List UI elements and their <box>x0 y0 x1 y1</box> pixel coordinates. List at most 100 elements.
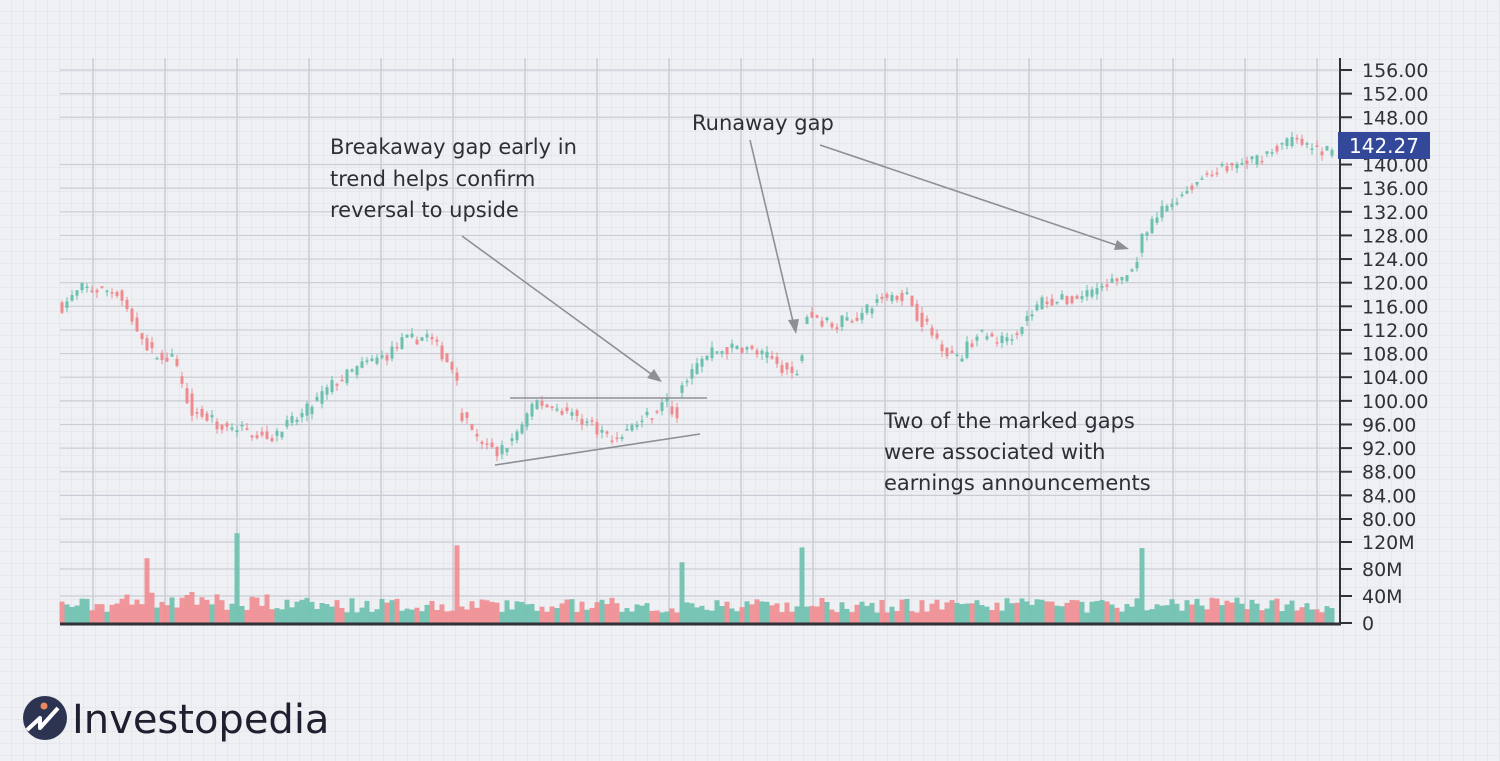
candle-up <box>1160 206 1164 218</box>
volume-bar <box>924 611 930 623</box>
candle-down <box>130 308 134 322</box>
volume-bar <box>934 599 940 623</box>
volume-bar <box>234 533 240 623</box>
candle-up <box>710 347 714 359</box>
volume-bar <box>799 547 805 623</box>
candle-down <box>565 407 569 412</box>
candle-up <box>745 347 749 350</box>
volume-bar <box>64 604 70 623</box>
volume-bar <box>809 605 815 623</box>
volume-bar <box>554 608 560 623</box>
volume-bar <box>829 609 835 623</box>
volume-bar <box>369 611 375 623</box>
price-tick-label: 156.00 <box>1362 60 1428 82</box>
volume-bar <box>94 604 100 623</box>
volume-bar <box>224 609 230 623</box>
volume-bar <box>1104 601 1110 623</box>
arrowhead-icon <box>647 369 662 382</box>
volume-bar <box>1234 597 1240 623</box>
volume-bar <box>114 603 120 623</box>
candle-down <box>60 302 64 313</box>
candle-up <box>1285 138 1289 146</box>
price-tick-label: 116.00 <box>1362 296 1428 318</box>
candle-up <box>890 295 894 302</box>
candle-down <box>900 292 904 302</box>
price-tick-label: 104.00 <box>1362 367 1428 389</box>
volume-bar <box>1309 609 1315 623</box>
candle-down <box>995 342 999 344</box>
candle-down <box>1045 301 1049 305</box>
volume-bar <box>1024 601 1030 623</box>
candle-down <box>925 318 929 322</box>
candle-down <box>175 358 179 366</box>
candle-down <box>110 292 114 294</box>
candle-up <box>1085 290 1089 297</box>
candle-up <box>700 358 704 367</box>
volume-bar <box>1224 600 1230 623</box>
annotation-text: reversal to upside <box>330 198 519 222</box>
candle-down <box>1190 185 1194 190</box>
candle-down <box>605 431 609 434</box>
volume-bar <box>774 603 780 623</box>
candle-up <box>765 351 769 358</box>
volume-bar <box>519 601 525 623</box>
candle-down <box>915 303 919 321</box>
price-tick-label: 136.00 <box>1362 178 1428 200</box>
volume-bar <box>444 611 450 623</box>
volume-bar <box>749 604 755 623</box>
candle-down <box>885 294 889 298</box>
volume-bar <box>609 597 615 623</box>
price-tick-label: 80.00 <box>1362 509 1416 531</box>
candle-down <box>245 428 249 431</box>
volume-bar <box>434 610 440 623</box>
volume-bar <box>999 610 1005 623</box>
candle-up <box>585 421 589 423</box>
candle-up <box>955 354 959 357</box>
candle-up <box>1060 294 1064 300</box>
volume-bar <box>504 600 510 623</box>
candle-up <box>1040 297 1044 310</box>
candle-up <box>375 357 379 364</box>
candle-down <box>195 412 199 414</box>
candle-down <box>850 320 854 323</box>
candle-up <box>1080 296 1084 299</box>
volume-bar <box>299 599 305 623</box>
volume-bar <box>1034 599 1040 623</box>
volume-bar <box>649 610 655 623</box>
volume-bar <box>644 603 650 623</box>
volume-bar <box>494 602 500 623</box>
volume-bars <box>59 533 1335 623</box>
candle-down <box>385 355 389 361</box>
volume-bar <box>139 604 145 623</box>
candle-up <box>1030 314 1034 317</box>
candle-up <box>80 283 84 291</box>
volume-bar <box>409 609 415 623</box>
volume-bar <box>379 598 385 623</box>
price-tick-label: 96.00 <box>1362 414 1416 436</box>
volume-bar <box>334 600 340 623</box>
volume-bar <box>879 600 885 623</box>
candle-down <box>180 376 184 384</box>
candle-up <box>365 360 369 362</box>
volume-bar <box>1054 605 1060 623</box>
candle-down <box>270 438 274 442</box>
volume-bar <box>639 605 645 623</box>
candle-down <box>445 353 449 363</box>
candle-up <box>1180 194 1184 196</box>
candle-up <box>905 292 909 294</box>
candle-down <box>440 345 444 360</box>
candle-up <box>510 438 514 442</box>
volume-bar <box>324 604 330 623</box>
volume-bar <box>709 610 715 623</box>
volume-bar <box>269 609 275 623</box>
candle-up <box>380 355 384 358</box>
candle-up <box>600 429 604 433</box>
candle-up <box>840 315 844 327</box>
volume-bar <box>1264 608 1270 623</box>
volume-bar <box>1069 599 1075 623</box>
volume-bar <box>664 611 670 623</box>
annotation-text: trend helps confirm <box>330 167 535 191</box>
candle-up <box>640 420 644 423</box>
volume-bar <box>104 611 110 623</box>
